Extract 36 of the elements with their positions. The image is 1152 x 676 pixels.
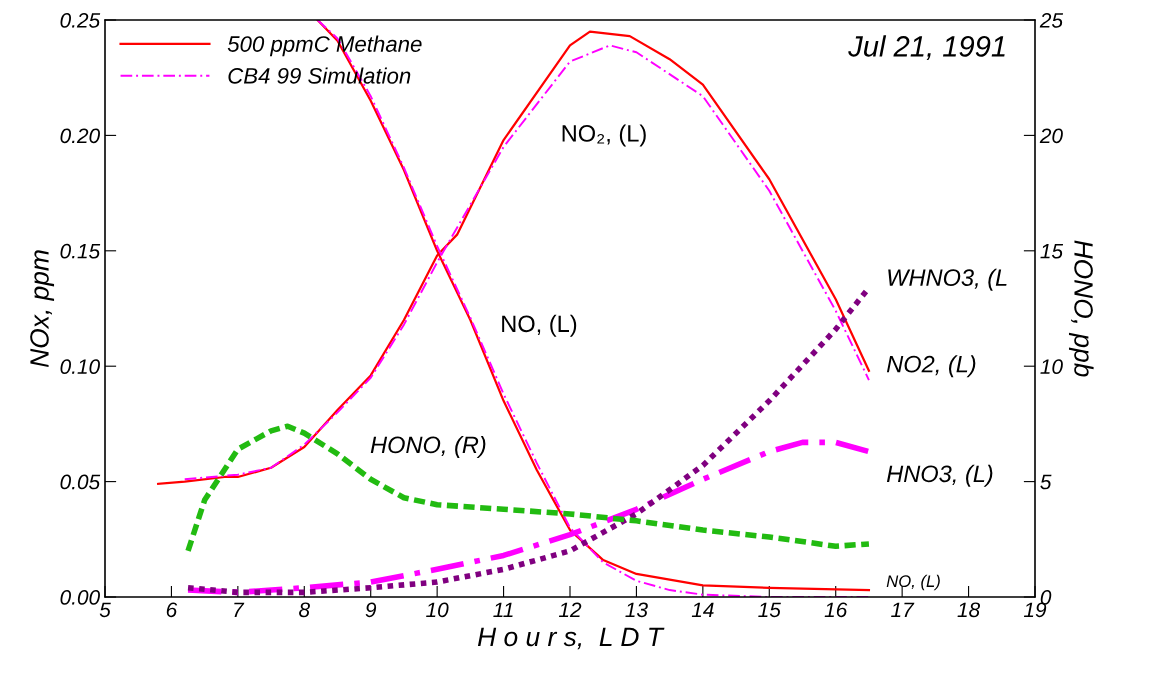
annotation: WHNO3, (L [888, 268, 1007, 291]
x-tick-label: 5 [99, 602, 111, 618]
x-tick-label: 8 [299, 602, 310, 618]
y2-tick-label: 15 [1040, 244, 1064, 259]
y2-tick-label: 5 [1040, 474, 1052, 490]
y-tick-label: 0.20 [60, 128, 100, 144]
annotation: NO, (L) [886, 574, 940, 591]
x-tick-label: 13 [625, 602, 648, 618]
y-tick-label: 0.05 [60, 474, 101, 490]
annotation: NO, (L) [502, 314, 577, 337]
y-tick-label: 0.25 [60, 13, 101, 28]
x-tick-label: 18 [957, 602, 981, 618]
x-tick-label: 7 [234, 602, 245, 617]
x-tick-label: 14 [691, 602, 714, 617]
annotation: NO₂, (L) [562, 124, 646, 147]
y2-axis-title: HONO, ppb [1068, 240, 1094, 377]
x-tick-label: 12 [558, 602, 582, 617]
annotation: Jul 21, 1991 [848, 35, 1005, 61]
y2-tick-label: 25 [1039, 13, 1064, 28]
x-tick-label: 10 [426, 602, 449, 618]
x-tick-label: 11 [493, 602, 513, 617]
x-tick-label: 9 [365, 602, 377, 618]
x-tick-label: 6 [166, 602, 178, 618]
y-axis-title: NOx, ppm [30, 250, 55, 368]
annotation: HONO, (R) [370, 435, 486, 458]
x-tick-label: 15 [758, 602, 781, 618]
y-tick-label: 0.00 [60, 590, 100, 605]
annotation: HNO3, (L) [886, 464, 993, 487]
y-tick-label: 0.10 [60, 359, 100, 374]
y2-tick-label: 10 [1040, 359, 1063, 374]
x-tick-label: 17 [891, 602, 915, 617]
annotation: NO2, (L) [886, 355, 976, 378]
y2-tick-label: 20 [1039, 128, 1063, 144]
x-tick-label: 16 [824, 602, 848, 618]
x-axis-title: H o u r s, L D T [477, 627, 665, 650]
y-tick-label: 0.15 [60, 243, 101, 259]
